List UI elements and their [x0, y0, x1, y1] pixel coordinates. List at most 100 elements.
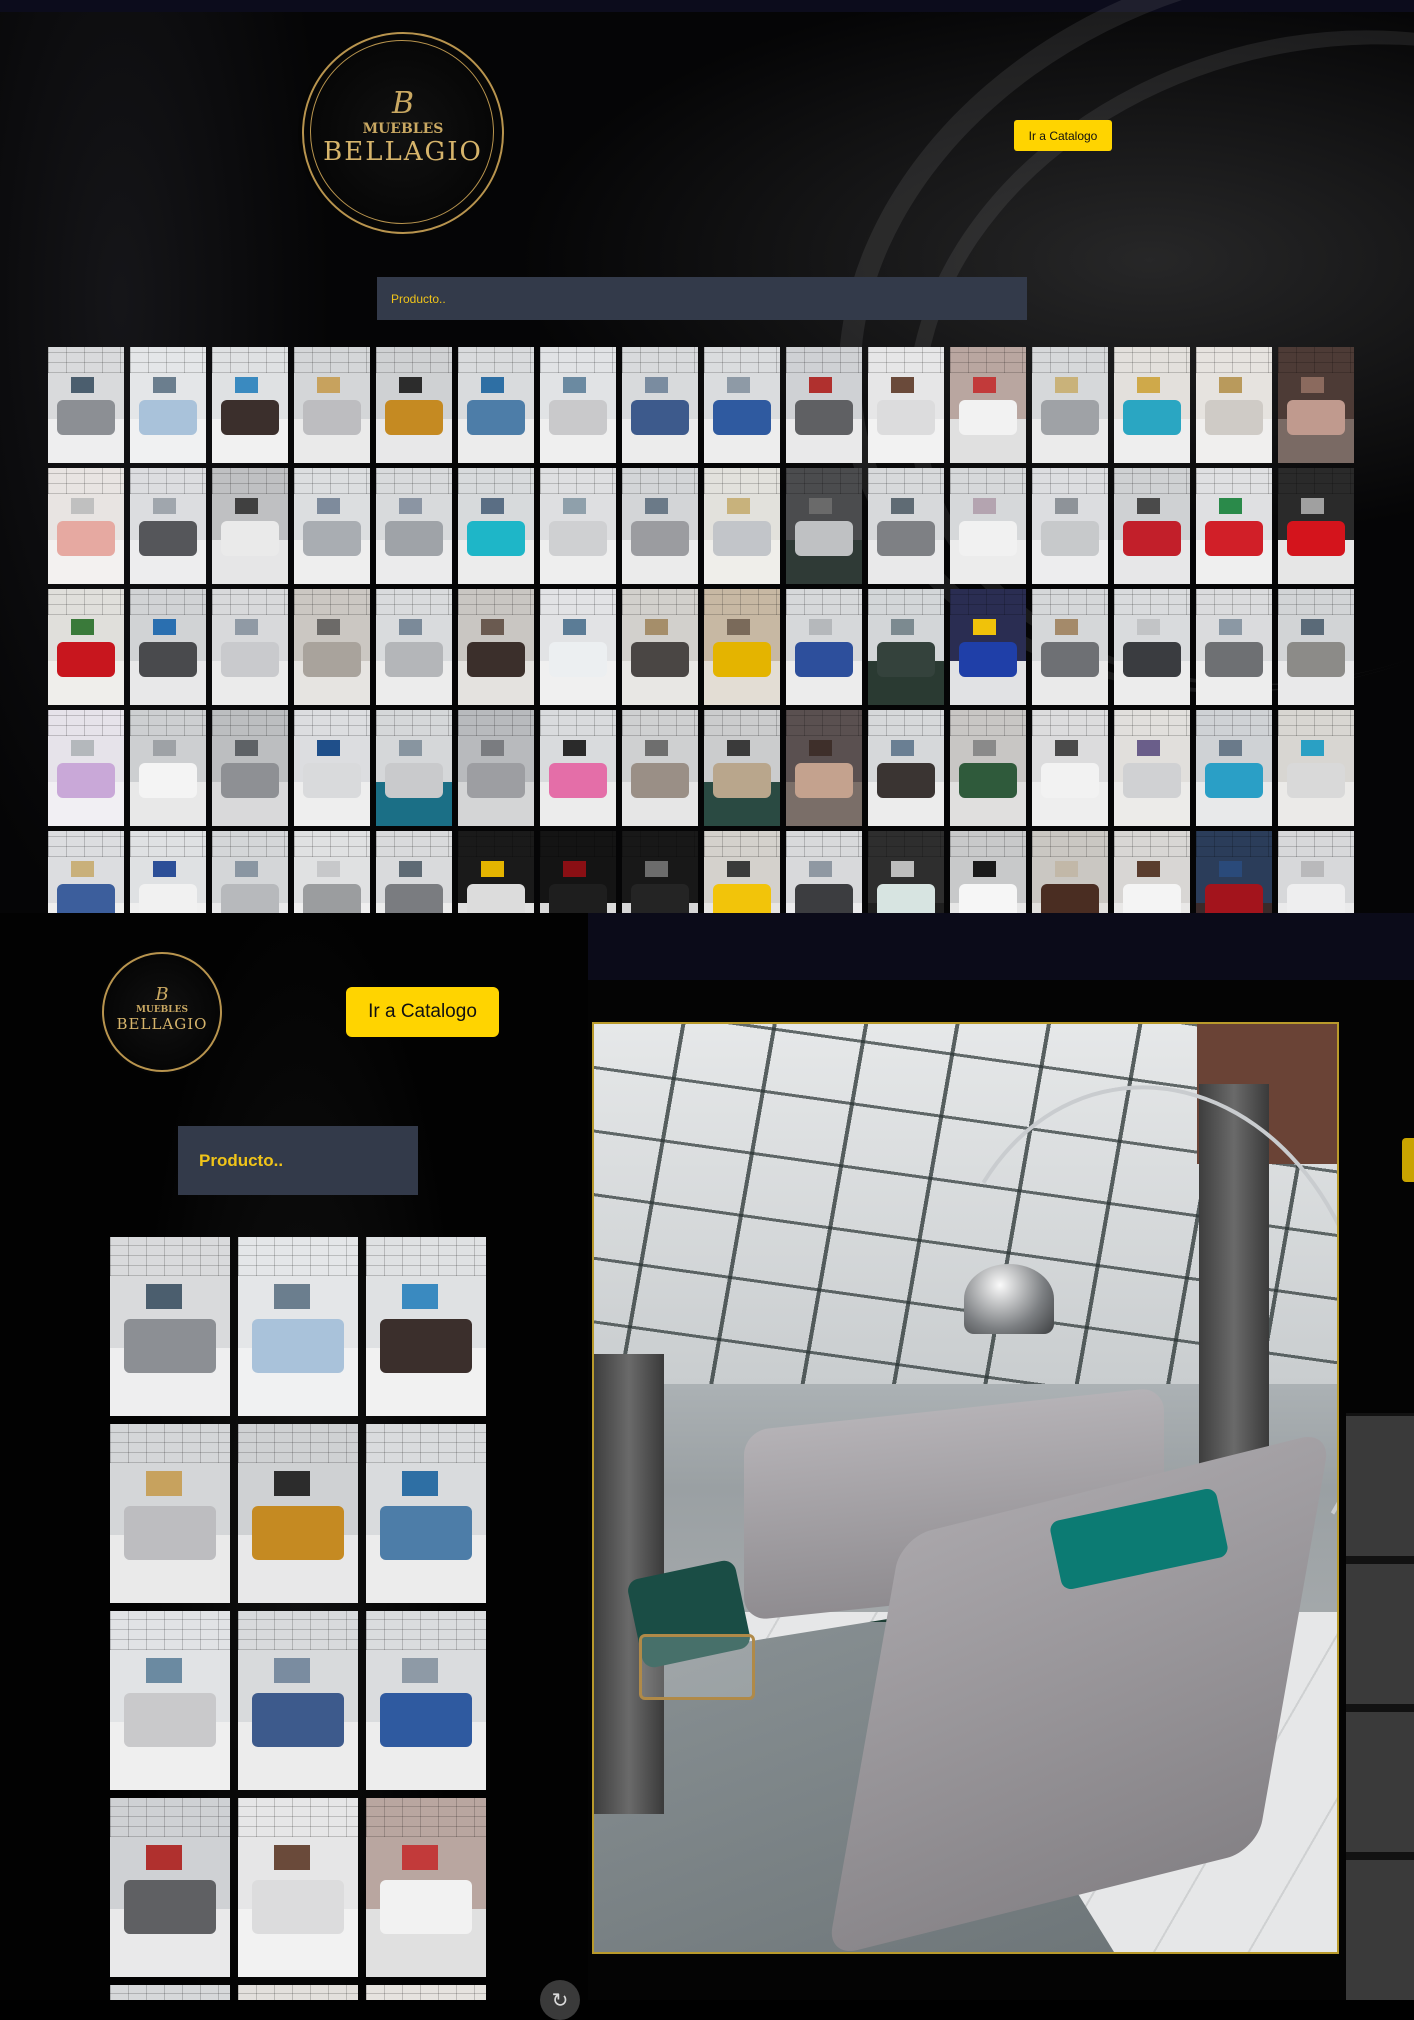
product-thumbnail[interactable]	[1278, 710, 1354, 826]
product-thumbnail[interactable]	[1196, 468, 1272, 584]
product-thumbnail[interactable]	[540, 831, 616, 913]
product-thumbnail[interactable]	[238, 1611, 358, 1790]
product-thumbnail[interactable]	[540, 347, 616, 463]
product-thumbnail[interactable]	[540, 468, 616, 584]
product-thumbnail[interactable]	[366, 1985, 486, 2000]
product-thumbnail[interactable]	[294, 831, 370, 913]
product-thumbnail[interactable]	[130, 347, 206, 463]
product-thumbnail[interactable]	[130, 468, 206, 584]
product-thumbnail[interactable]	[110, 1611, 230, 1790]
product-thumbnail[interactable]	[294, 589, 370, 705]
product-thumbnail[interactable]	[458, 831, 534, 913]
product-thumbnail[interactable]	[1278, 831, 1354, 913]
product-thumbnail[interactable]	[704, 710, 780, 826]
product-thumbnail[interactable]	[704, 831, 780, 913]
brand-logo-small[interactable]: B MUEBLES BELLAGIO	[100, 950, 224, 1074]
product-thumbnail[interactable]	[238, 1985, 358, 2000]
product-thumbnail[interactable]	[48, 468, 124, 584]
product-thumbnail[interactable]	[294, 347, 370, 463]
product-thumbnail[interactable]	[1196, 589, 1272, 705]
product-thumbnail[interactable]	[48, 347, 124, 463]
cycle-icon[interactable]: ↻	[540, 1980, 580, 2020]
product-thumbnail[interactable]	[366, 1237, 486, 1416]
product-thumbnail[interactable]	[1278, 589, 1354, 705]
product-thumbnail[interactable]	[48, 589, 124, 705]
product-thumbnail[interactable]	[704, 468, 780, 584]
product-thumbnail[interactable]	[1114, 710, 1190, 826]
product-thumbnail[interactable]	[868, 831, 944, 913]
product-thumbnail[interactable]	[1196, 710, 1272, 826]
product-thumbnail[interactable]	[540, 589, 616, 705]
product-thumbnail[interactable]	[458, 347, 534, 463]
product-thumbnail[interactable]	[1032, 831, 1108, 913]
product-thumbnail[interactable]	[212, 831, 288, 913]
product-thumbnail[interactable]	[366, 1611, 486, 1790]
catalog-button-mobile[interactable]: Ir a Catalogo	[346, 987, 499, 1037]
featured-product-image[interactable]	[592, 1022, 1339, 1954]
product-thumbnail[interactable]	[1114, 831, 1190, 913]
product-thumbnail[interactable]	[238, 1424, 358, 1603]
product-thumbnail[interactable]	[130, 710, 206, 826]
product-thumbnail[interactable]	[376, 347, 452, 463]
product-thumbnail[interactable]	[376, 710, 452, 826]
product-thumbnail[interactable]	[950, 468, 1026, 584]
product-thumbnail[interactable]	[212, 347, 288, 463]
product-thumbnail[interactable]	[950, 831, 1026, 913]
product-thumbnail[interactable]	[294, 468, 370, 584]
product-thumbnail[interactable]	[376, 468, 452, 584]
product-thumbnail[interactable]	[622, 347, 698, 463]
product-thumbnail[interactable]	[212, 710, 288, 826]
product-thumbnail[interactable]	[704, 589, 780, 705]
product-thumbnail[interactable]	[868, 347, 944, 463]
product-thumbnail[interactable]	[1278, 468, 1354, 584]
product-thumbnail[interactable]	[110, 1798, 230, 1977]
product-thumbnail[interactable]	[48, 831, 124, 913]
product-thumbnail[interactable]	[950, 589, 1026, 705]
product-thumbnail[interactable]	[366, 1798, 486, 1977]
product-thumbnail[interactable]	[1278, 347, 1354, 463]
product-thumbnail[interactable]	[130, 831, 206, 913]
product-thumbnail[interactable]	[1196, 347, 1272, 463]
product-thumbnail[interactable]	[376, 831, 452, 913]
product-thumbnail[interactable]	[212, 589, 288, 705]
product-thumbnail[interactable]	[1032, 589, 1108, 705]
product-thumbnail[interactable]	[622, 710, 698, 826]
product-thumbnail[interactable]	[366, 1424, 486, 1603]
product-thumbnail[interactable]	[376, 589, 452, 705]
brand-logo[interactable]: B MUEBLES BELLAGIO	[298, 28, 508, 238]
product-thumbnail[interactable]	[786, 589, 862, 705]
product-thumbnail[interactable]	[1032, 468, 1108, 584]
product-thumbnail[interactable]	[1032, 710, 1108, 826]
product-thumbnail[interactable]	[1114, 589, 1190, 705]
product-thumbnail[interactable]	[458, 468, 534, 584]
product-thumbnail[interactable]	[786, 710, 862, 826]
product-thumbnail[interactable]	[1196, 831, 1272, 913]
product-thumbnail[interactable]	[110, 1237, 230, 1416]
product-thumbnail[interactable]	[1032, 347, 1108, 463]
product-thumbnail[interactable]	[950, 347, 1026, 463]
product-thumbnail[interactable]	[1114, 468, 1190, 584]
product-thumbnail[interactable]	[622, 468, 698, 584]
product-thumbnail[interactable]	[48, 710, 124, 826]
product-thumbnail[interactable]	[130, 589, 206, 705]
product-thumbnail[interactable]	[622, 589, 698, 705]
product-thumbnail[interactable]	[238, 1237, 358, 1416]
product-thumbnail[interactable]	[110, 1424, 230, 1603]
product-thumbnail[interactable]	[786, 831, 862, 913]
product-thumbnail[interactable]	[294, 710, 370, 826]
product-thumbnail[interactable]	[786, 347, 862, 463]
catalog-button[interactable]: Ir a Catalogo	[1014, 120, 1112, 151]
product-thumbnail[interactable]	[786, 468, 862, 584]
product-thumbnail[interactable]	[212, 468, 288, 584]
product-thumbnail[interactable]	[868, 589, 944, 705]
product-thumbnail[interactable]	[950, 710, 1026, 826]
product-thumbnail[interactable]	[868, 710, 944, 826]
product-thumbnail[interactable]	[110, 1985, 230, 2000]
search-input-mobile[interactable]: Producto..	[178, 1126, 418, 1195]
product-thumbnail[interactable]	[458, 710, 534, 826]
product-thumbnail[interactable]	[238, 1798, 358, 1977]
product-thumbnail[interactable]	[458, 589, 534, 705]
product-thumbnail[interactable]	[622, 831, 698, 913]
product-thumbnail[interactable]	[868, 468, 944, 584]
search-input[interactable]: Producto..	[377, 277, 1027, 320]
